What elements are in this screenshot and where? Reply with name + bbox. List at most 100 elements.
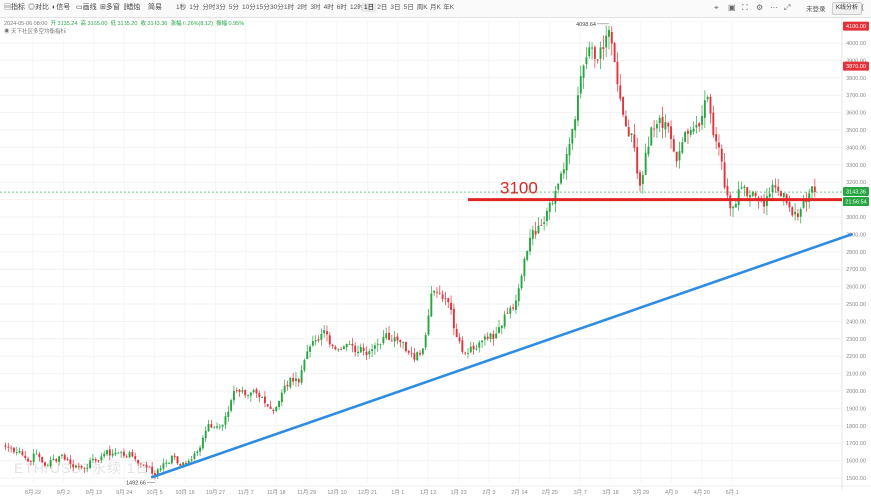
candle-up (489, 332, 492, 343)
chart-toolbar: ▤指标 ◎对比 ◐信号 ▭画线 ⊞多窗 ⫿蜡烛 简易 1秒 1分 分时 3分 5分 10分 15分 30分 1… (0, 0, 871, 18)
interval-8[interactable]: 1时 (284, 4, 295, 11)
candle-up (252, 388, 255, 394)
candle-down (151, 461, 154, 478)
candle-down (639, 169, 641, 192)
candle-down (328, 331, 331, 348)
candle-up (162, 458, 165, 472)
interval-14[interactable]: 1日 (362, 3, 377, 12)
interval-9[interactable]: 2时 (297, 4, 308, 11)
candle-up (743, 184, 746, 197)
candle-down (97, 459, 100, 463)
candle-down (63, 453, 66, 461)
candle-up (190, 455, 193, 463)
candle-down (593, 45, 596, 69)
high-mark-badge-bg (843, 61, 869, 71)
candle-up (230, 398, 233, 413)
indicator-legend[interactable]: ◉ 天下社区多空均衡指标 (4, 27, 66, 35)
candle-up (168, 461, 171, 465)
interval-0[interactable]: 1秒 (176, 4, 187, 11)
candle-up (106, 449, 108, 457)
toolbar-label: 简易 (148, 4, 162, 11)
interval-17[interactable]: 5日 (403, 4, 414, 11)
candle-up (371, 343, 374, 358)
interval-4[interactable]: 5分 (228, 4, 239, 11)
interval-7[interactable]: 30分 (270, 4, 284, 11)
candle-down (269, 400, 272, 409)
x-tick-label: 8月 22 (25, 489, 41, 496)
candle-down (653, 120, 656, 138)
user-login[interactable]: 未登录 (806, 6, 826, 13)
candle-down (13, 447, 15, 454)
fullscreen-icon[interactable]: ⛶ (742, 3, 748, 12)
interval-20[interactable]: 年K (443, 4, 455, 11)
settings-icon[interactable]: ⚙ (756, 3, 764, 12)
screenshot-icon[interactable]: ⌖ (714, 3, 719, 12)
multi-chart-button[interactable]: ⊞多窗 (100, 3, 120, 12)
candle-up (545, 207, 548, 226)
y-tick-label: 1600.00 (846, 459, 866, 465)
indicator-button[interactable]: ▤指标 (4, 3, 25, 12)
interval-1[interactable]: 1分 (189, 4, 200, 11)
candle-down (672, 135, 675, 153)
candle-down (675, 151, 678, 168)
x-tick-label: 11月 7 (238, 489, 254, 496)
y-tick-label: 1700.00 (846, 441, 866, 447)
y-tick-label: 3900.00 (846, 58, 866, 64)
candle-up (560, 170, 562, 185)
candle-down (686, 128, 689, 144)
interval-13[interactable]: 12时 (350, 4, 364, 11)
interval-12[interactable]: 6时 (336, 4, 347, 11)
x-tick-label: 5月 1 (726, 489, 739, 496)
candle-down (388, 326, 390, 341)
candle-down (729, 191, 732, 217)
x-tick-label: 9月 2 (57, 489, 70, 496)
candle-up (706, 95, 709, 103)
y-tick-label: 3600.00 (846, 111, 866, 117)
analysis-button[interactable]: K线分析 (832, 2, 863, 15)
interval-19[interactable]: 月K (430, 4, 441, 11)
candle-down (444, 291, 447, 306)
candle-down (492, 330, 495, 346)
interval-5[interactable]: 10分 (242, 4, 256, 11)
interval-18[interactable]: 周K (416, 4, 428, 11)
interval-2[interactable]: 分时 (202, 4, 216, 11)
draw-icon: ▭ (76, 4, 83, 11)
candle-up (574, 116, 577, 138)
eye-icon[interactable]: ◉ (4, 29, 10, 35)
x-tick-label: 3月 29 (633, 489, 649, 496)
draw-button[interactable]: ▭画线 (76, 3, 97, 12)
y-tick-label: 2800.00 (846, 250, 866, 256)
candle-up (433, 290, 436, 297)
expand-icon[interactable]: ⤢ (784, 3, 791, 12)
interval-10[interactable]: 3时 (310, 4, 321, 11)
candle-up (605, 25, 608, 58)
candle-up (337, 348, 340, 352)
share-icon[interactable]: ⟨ (861, 3, 865, 12)
interval-15[interactable]: 2日 (377, 4, 388, 11)
candle-down (7, 442, 10, 452)
chart-type-button[interactable]: 简易 (148, 3, 162, 12)
candle-up (548, 201, 551, 221)
interval-11[interactable]: 4时 (323, 4, 334, 11)
candle-up (430, 285, 433, 318)
interval-16[interactable]: 3日 (390, 4, 401, 11)
candle-down (317, 335, 320, 343)
info-open: 开 3135.24 (50, 21, 78, 27)
candle-up (309, 344, 312, 358)
y-tick-label: 3500.00 (846, 128, 866, 134)
candle-up (323, 325, 326, 338)
interval-3[interactable]: 3分 (215, 4, 226, 11)
countdown-badge: 21:56:54 (845, 200, 866, 206)
candle-up (799, 207, 802, 224)
compare-button[interactable]: ◎对比 (28, 3, 49, 12)
candle-up (599, 41, 602, 69)
candle-up (103, 450, 106, 459)
signal-button[interactable]: ◐信号 (52, 3, 70, 12)
chart-type-button[interactable]: ⫿蜡烛 (124, 3, 140, 12)
candle-down (244, 389, 247, 399)
interval-6[interactable]: 15分 (256, 4, 270, 11)
candle-up (737, 181, 740, 211)
image-icon[interactable]: ▣ (728, 3, 736, 12)
more-icon[interactable]: ⋯ (770, 3, 778, 12)
